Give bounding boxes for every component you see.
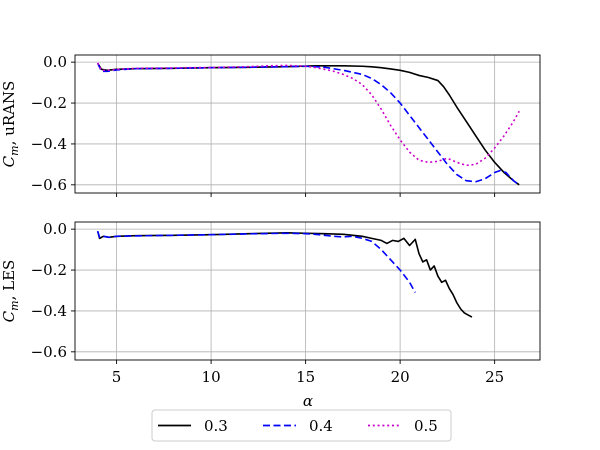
series-line-0-3: [96, 62, 520, 186]
y-tick-label: −0.6: [31, 176, 67, 194]
y-tick-label: −0.6: [31, 343, 67, 361]
legend-label-0-3: 0.3: [204, 417, 228, 435]
axes-frame: [74, 54, 541, 194]
y-tick-label: −0.4: [31, 135, 67, 153]
x-tick-label: 15: [296, 368, 315, 386]
legend-label-0-4: 0.4: [309, 417, 333, 435]
y-tick-label: −0.2: [31, 94, 67, 112]
y-tick-label: −0.2: [31, 261, 67, 279]
x-tick-label: 10: [202, 368, 221, 386]
upper-panel-urans: 0.0 −0.2 −0.4 −0.6 Cm, uRANS: [0, 53, 541, 197]
legend: 0.3 0.4 0.5: [151, 409, 452, 442]
y-axis-label: Cm, LES: [0, 260, 21, 323]
legend-frame: [151, 409, 452, 442]
series-line-0-3: [96, 230, 473, 318]
axes-frame: [74, 221, 541, 361]
y-tick-label: −0.4: [31, 302, 67, 320]
legend-label-0-5: 0.5: [414, 417, 438, 435]
y-tick-label: 0.0: [43, 220, 67, 238]
series-line-0-4: [96, 230, 416, 293]
series-line-0-5: [96, 62, 520, 167]
x-tick-label: 25: [485, 368, 504, 386]
x-axis-label: α: [303, 392, 313, 410]
y-tick-label: 0.0: [43, 53, 67, 71]
series-line-0-4: [96, 62, 520, 186]
y-axis-label: Cm, uRANS: [0, 81, 21, 168]
x-tick-label: 5: [112, 368, 122, 386]
x-tick-label: 20: [391, 368, 410, 386]
lower-panel-les: 0.0 −0.2 −0.4 −0.6 5 10 15 20 25 Cm, LES: [0, 220, 541, 386]
